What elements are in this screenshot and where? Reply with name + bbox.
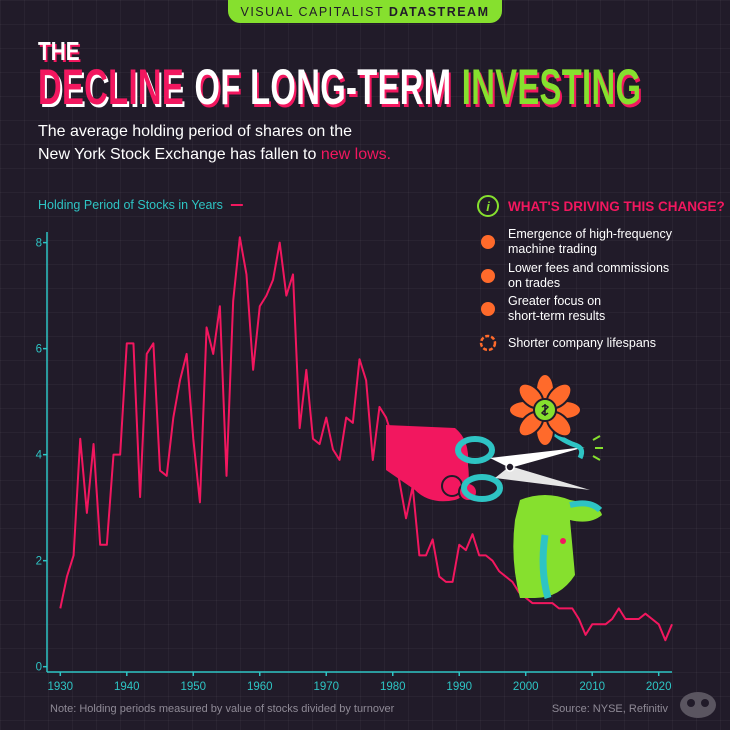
sidebar-item: Lower fees and commissions <box>508 261 669 275</box>
x-tick-label: 1960 <box>247 681 273 693</box>
title: DECLINE OF LONG-TERM INVESTING <box>38 58 652 116</box>
plot: 0 2 4 6 8 1930 1940 1950 1960 1970 1980 1990 2000 201… <box>36 232 673 693</box>
subtitle-line: The average holding period of shares on … <box>38 123 352 140</box>
sidebar-item: short-term results <box>508 309 605 323</box>
scissor-handle <box>461 474 503 502</box>
legend-label: Holding Period of Stocks in Years <box>38 198 223 212</box>
y-tick-label: 6 <box>36 344 42 356</box>
item-icon <box>481 269 495 283</box>
data-line <box>59 236 673 642</box>
title-part: INVESTING <box>461 59 642 115</box>
item-icon <box>479 334 497 352</box>
flower-stem <box>569 500 603 513</box>
subtitle-highlight: new lows. <box>320 146 392 163</box>
source: Source: NYSE, Refinitiv <box>552 703 669 715</box>
sparkle <box>592 435 603 461</box>
flower-stem <box>539 534 552 599</box>
scissor-handle <box>455 436 495 464</box>
x-tick-label: 2010 <box>579 681 605 693</box>
x-tick-label: 1940 <box>114 681 140 693</box>
scissor-pivot <box>505 462 515 472</box>
item-icon <box>481 302 495 316</box>
scissor-blade <box>495 466 590 490</box>
logo-eye <box>701 699 709 707</box>
x-tick-label: 1930 <box>48 681 74 693</box>
info-icon-glyph: i <box>486 199 490 214</box>
subtitle: The average holding period of shares on … <box>38 120 391 166</box>
brand-banner: VISUAL CAPITALIST DATASTREAM <box>228 0 502 23</box>
text-layer: WHAT'S DRIVING THIS CHANGE? Holding Peri… <box>38 198 725 715</box>
sidebar-heading: WHAT'S DRIVING THIS CHANGE? <box>508 199 725 214</box>
brand: VISUAL CAPITALIST <box>240 5 384 19</box>
hand-green <box>513 495 602 598</box>
flower <box>508 373 582 447</box>
nail <box>560 538 566 544</box>
x-tick-label: 2020 <box>646 681 672 693</box>
logo <box>680 692 716 718</box>
scissor-blade <box>490 447 585 468</box>
y-tick-label: 4 <box>36 450 43 462</box>
sidebar-item: Emergence of high-frequency <box>508 227 673 241</box>
title-part: OF LONG-TERM <box>194 59 452 115</box>
info-icon <box>477 195 499 217</box>
item-icon <box>481 235 495 249</box>
x-tick-label: 1990 <box>446 681 472 693</box>
y-tick-label: 0 <box>36 662 42 674</box>
note: Note: Holding periods measured by value … <box>50 703 395 715</box>
sidebar-item: Greater focus on <box>508 294 601 308</box>
brand-bold: DATASTREAM <box>388 5 490 19</box>
x-tick-label: 1950 <box>180 681 206 693</box>
illustration: i <box>386 195 716 718</box>
y-tick-label: 8 <box>36 238 42 250</box>
y-tick-label: 2 <box>36 556 42 568</box>
subtitle-text: New York Stock Exchange has fallen to <box>38 146 317 163</box>
x-tick-label: 2000 <box>513 681 539 693</box>
sidebar-item: on trades <box>508 276 560 290</box>
sidebar-item: machine trading <box>508 242 597 256</box>
sidebar-item: Shorter company lifespans <box>508 336 656 350</box>
title-kicker: THE <box>38 36 80 66</box>
subtitle-line: New York Stock Exchange has fallen to ne… <box>38 143 391 166</box>
logo-eye <box>687 699 695 707</box>
title-part: DECLINE <box>38 59 185 115</box>
x-tick-label: 1980 <box>380 681 406 693</box>
x-tick-label: 1970 <box>313 681 339 693</box>
